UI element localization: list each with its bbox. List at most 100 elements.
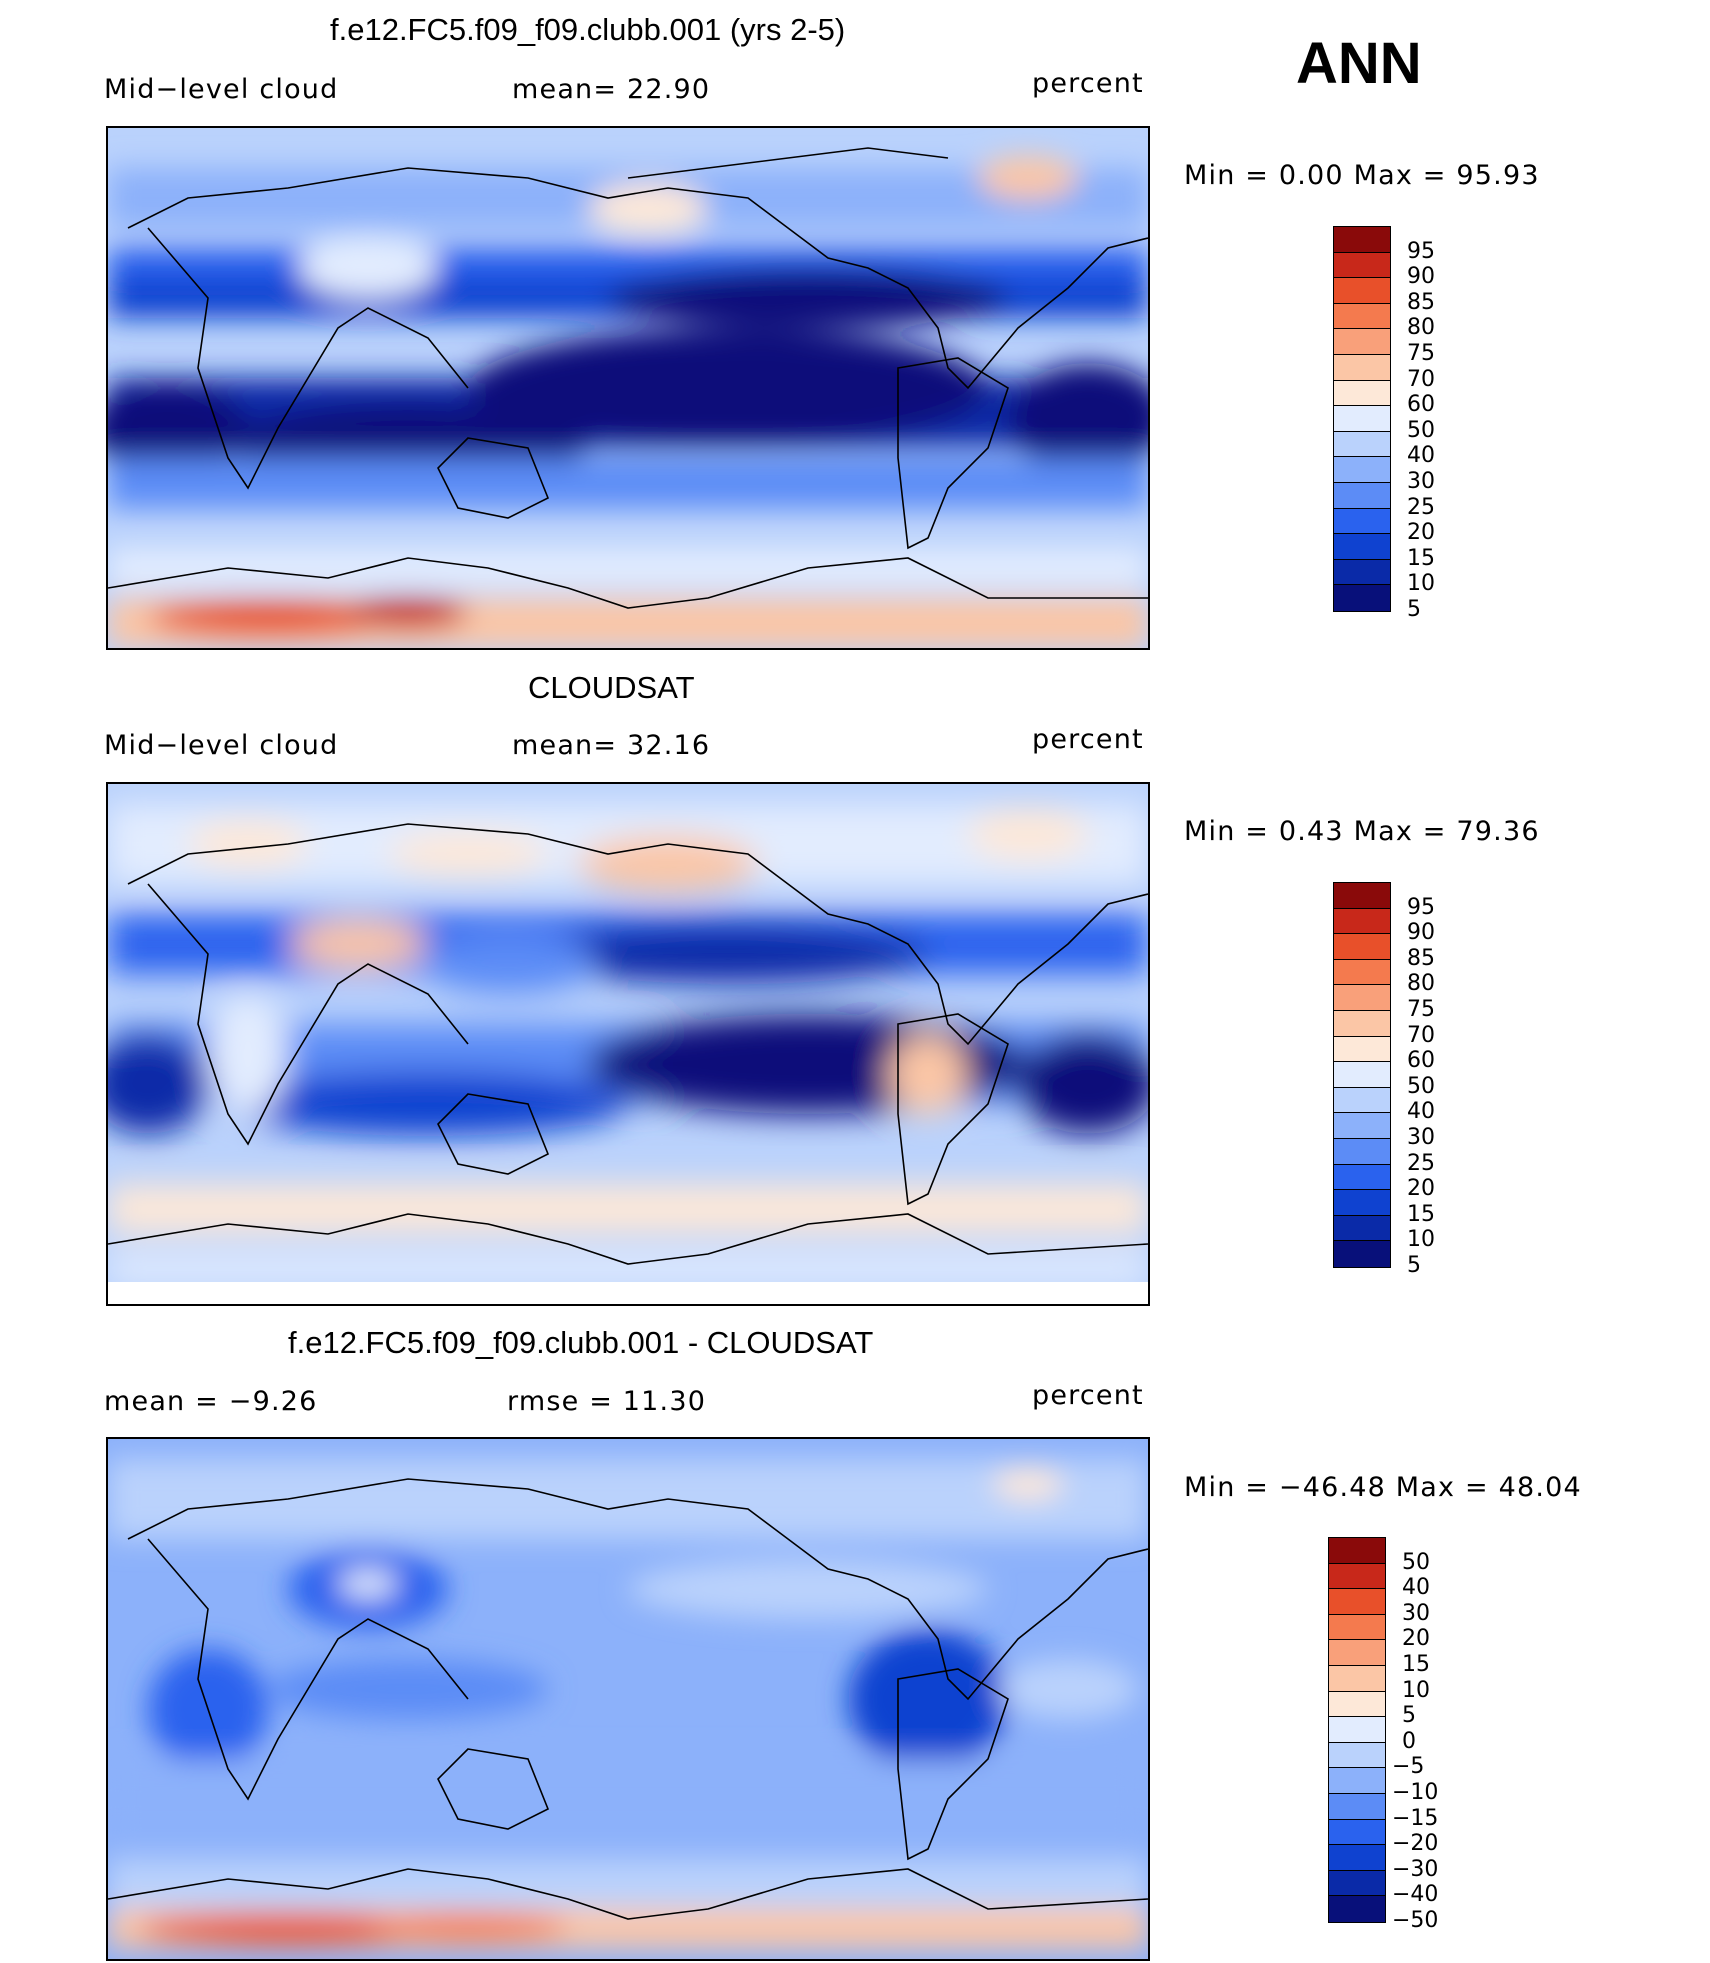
colorbar-tick-label: −10 [1392,1780,1439,1805]
panel-3-colorbar [1328,1537,1386,1923]
colorbar-tick-label: 40 [1407,1099,1435,1125]
colorbar-swatch [1334,883,1390,909]
colorbar-swatch [1334,303,1390,330]
panel-1-colorbar [1333,226,1391,612]
colorbar-tick-label: 40 [1407,443,1435,469]
colorbar-swatch [1334,1164,1390,1191]
colorbar-tick-label: 80 [1407,315,1435,341]
colorbar-swatch [1334,278,1390,304]
colorbar-swatch [1334,508,1390,535]
colorbar-swatch [1334,1138,1390,1165]
panel-3-rmse-label: rmse = 11.30 [507,1386,707,1417]
colorbar-swatch [1329,1589,1385,1615]
panel-3-minmax: Min = −46.48 Max = 48.04 [1184,1472,1582,1503]
colorbar-tick-label: 70 [1407,1022,1435,1048]
colorbar-tick-label: 15 [1407,1201,1435,1227]
panel-2-variable-label: Mid−level cloud [104,730,339,761]
colorbar-swatch [1334,354,1390,381]
colorbar-tick-label: 30 [1407,1125,1435,1150]
colorbar-swatch [1329,1640,1385,1666]
panel-1-variable-label: Mid−level cloud [104,74,339,105]
colorbar-tick-label: 30 [1407,469,1435,494]
colorbar-tick-label: −5 [1392,1754,1425,1780]
colorbar-swatch [1334,329,1390,355]
colorbar-tick-label: 60 [1407,1048,1435,1074]
colorbar-swatch [1329,1819,1385,1846]
colorbar-swatch [1329,1717,1385,1743]
colorbar-swatch [1334,1010,1390,1037]
colorbar-swatch [1334,380,1390,407]
colorbar-tick-label: 15 [1407,545,1435,571]
colorbar-tick-label: 50 [1407,417,1435,443]
colorbar-swatch [1334,1113,1390,1139]
colorbar-tick-label: −50 [1392,1908,1439,1933]
colorbar-tick-label: 10 [1402,1677,1430,1703]
colorbar-swatch [1334,406,1390,432]
colorbar-tick-label: 5 [1407,597,1421,622]
colorbar-tick-label: 5 [1402,1703,1416,1729]
colorbar-swatch [1334,534,1390,560]
panel-2-minmax: Min = 0.43 Max = 79.36 [1184,816,1540,847]
colorbar-tick-label: 20 [1407,520,1435,546]
panel-2-colorbar [1333,882,1391,1268]
colorbar-swatch [1329,1691,1385,1718]
panel-3-units-label: percent [1032,1380,1144,1411]
panel-1-mean-label: mean= 22.90 [512,74,711,105]
colorbar-tick-label: 50 [1407,1073,1435,1099]
colorbar-swatch [1329,1538,1385,1564]
panel-3-title: f.e12.FC5.f09_f09.clubb.001 - CLOUDSAT [288,1325,874,1360]
panel-1-minmax: Min = 0.00 Max = 95.93 [1184,160,1540,191]
colorbar-swatch [1334,585,1390,611]
colorbar-tick-label: 50 [1402,1549,1430,1575]
colorbar-swatch [1329,1563,1385,1590]
colorbar-swatch [1334,431,1390,458]
colorbar-swatch [1334,985,1390,1011]
colorbar-swatch [1334,1036,1390,1063]
colorbar-tick-label: 85 [1407,945,1435,971]
colorbar-swatch [1329,1665,1385,1692]
colorbar-tick-label: 75 [1407,997,1435,1022]
colorbar-swatch [1334,252,1390,279]
colorbar-swatch [1329,1793,1385,1820]
colorbar-swatch [1329,1870,1385,1897]
colorbar-swatch [1334,482,1390,509]
panel-2-title: CLOUDSAT [528,670,695,705]
colorbar-tick-label: 80 [1407,971,1435,997]
colorbar-tick-label: 30 [1402,1600,1430,1626]
panel-1-title: f.e12.FC5.f09_f09.clubb.001 (yrs 2-5) [330,12,846,47]
colorbar-swatch [1329,1845,1385,1871]
colorbar-tick-label: 95 [1407,238,1435,264]
colorbar-swatch [1334,959,1390,986]
colorbar-tick-label: 20 [1402,1626,1430,1652]
panel-2-mean-label: mean= 32.16 [512,730,711,761]
colorbar-tick-label: 25 [1407,494,1435,520]
colorbar-tick-label: 15 [1402,1652,1430,1677]
colorbar-swatch [1334,227,1390,253]
season-label: ANN [1296,31,1422,96]
colorbar-swatch [1334,457,1390,483]
panel-3-mean-label: mean = −9.26 [104,1386,318,1417]
colorbar-swatch [1329,1742,1385,1769]
colorbar-tick-label: 10 [1407,1227,1435,1253]
colorbar-tick-label: 75 [1407,341,1435,366]
colorbar-tick-label: 60 [1407,392,1435,418]
colorbar-swatch [1334,559,1390,586]
colorbar-tick-label: −15 [1392,1805,1439,1831]
colorbar-swatch [1334,1215,1390,1242]
colorbar-tick-label: 90 [1407,264,1435,290]
colorbar-swatch [1334,1062,1390,1088]
colorbar-swatch [1329,1614,1385,1641]
colorbar-tick-label: 25 [1407,1150,1435,1176]
colorbar-tick-label: 40 [1402,1575,1430,1601]
colorbar-tick-label: 90 [1407,920,1435,946]
colorbar-tick-label: 20 [1407,1176,1435,1202]
colorbar-tick-label: 85 [1407,289,1435,315]
colorbar-swatch [1334,1190,1390,1216]
colorbar-tick-label: −20 [1392,1831,1439,1857]
panel-1-map [106,126,1150,650]
colorbar-swatch [1329,1768,1385,1794]
panel-2-map [106,782,1150,1306]
colorbar-swatch [1334,934,1390,960]
colorbar-tick-label: −30 [1392,1856,1439,1882]
colorbar-tick-label: 10 [1407,571,1435,597]
